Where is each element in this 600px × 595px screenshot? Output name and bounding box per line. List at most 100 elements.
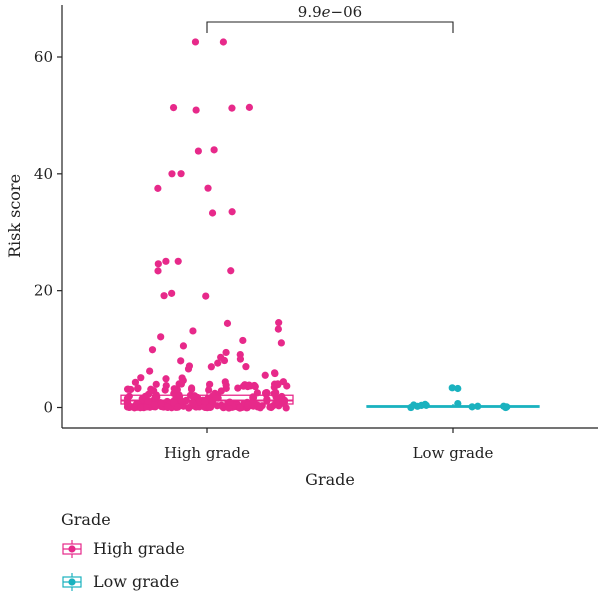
high-grade-point bbox=[174, 403, 182, 411]
high-grade-point bbox=[228, 104, 236, 112]
high-grade-point bbox=[127, 385, 135, 394]
high-grade-point bbox=[228, 208, 236, 216]
high-grade-point bbox=[225, 404, 233, 412]
high-grade-point bbox=[136, 404, 144, 412]
low-grade-point bbox=[474, 402, 482, 410]
y-axis-title: Risk score bbox=[5, 174, 24, 258]
high-grade-point bbox=[219, 404, 228, 412]
high-grade-point bbox=[271, 369, 279, 378]
high-grade-point bbox=[185, 404, 193, 412]
y-tick-label: 0 bbox=[43, 399, 53, 417]
high-grade-point bbox=[256, 404, 264, 412]
low-grade-point bbox=[448, 384, 456, 392]
legend-key-dot bbox=[68, 578, 76, 586]
high-grade-point bbox=[274, 380, 282, 388]
y-tick-label: 40 bbox=[34, 165, 53, 183]
high-grade-point bbox=[263, 397, 271, 405]
p-value-exp: e bbox=[322, 3, 331, 21]
high-grade-point bbox=[177, 357, 185, 365]
p-value-text: 9.9e−06 bbox=[298, 3, 362, 21]
high-grade-point bbox=[236, 355, 245, 363]
p-value-annotation: 9.9e−06 bbox=[206, 3, 454, 33]
high-grade-point bbox=[277, 339, 285, 347]
high-grade-point bbox=[242, 363, 250, 371]
high-grade-point bbox=[267, 403, 275, 412]
high-grade-point bbox=[206, 380, 214, 388]
high-grade-point bbox=[170, 398, 178, 406]
legend-title: Grade bbox=[61, 510, 111, 529]
high-grade-point bbox=[214, 394, 222, 402]
high-grade-point bbox=[131, 378, 140, 386]
axes bbox=[61, 5, 598, 429]
high-grade-point bbox=[148, 346, 157, 354]
high-grade-point bbox=[226, 398, 234, 406]
high-grade-point bbox=[160, 292, 168, 300]
high-grade-point bbox=[278, 392, 286, 401]
legend-label: Low grade bbox=[93, 572, 179, 591]
high-grade-point bbox=[272, 398, 280, 407]
high-grade-point bbox=[151, 392, 160, 401]
high-grade-point bbox=[184, 365, 193, 373]
high-grade-point bbox=[200, 403, 208, 411]
high-grade-point bbox=[244, 401, 252, 409]
x-tick-label: Low grade bbox=[413, 444, 494, 462]
y-tick-label: 20 bbox=[34, 282, 53, 300]
high-grade-point bbox=[223, 319, 232, 327]
high-grade-point bbox=[214, 359, 222, 367]
high-grade-point bbox=[177, 170, 185, 178]
x-tick-label: High grade bbox=[164, 444, 250, 462]
high-grade-point bbox=[261, 371, 269, 379]
high-grade-point bbox=[190, 392, 199, 400]
high-grade-point bbox=[150, 401, 159, 409]
high-grade-point bbox=[283, 382, 291, 390]
high-grade-point bbox=[162, 257, 170, 265]
high-grade-point bbox=[272, 393, 280, 401]
high-grade-point bbox=[207, 363, 215, 371]
high-grade-point bbox=[154, 184, 162, 192]
low-grade-point bbox=[454, 399, 462, 408]
high-grade-point bbox=[202, 292, 210, 300]
high-grade-point bbox=[227, 267, 235, 275]
high-grade-point bbox=[245, 103, 253, 111]
low-grade-point bbox=[413, 402, 422, 410]
high-grade-point bbox=[241, 381, 249, 389]
high-grade-point bbox=[157, 333, 165, 341]
high-grade-point bbox=[170, 389, 178, 398]
high-grade-point bbox=[239, 336, 247, 345]
high-grade-point bbox=[222, 381, 230, 389]
high-grade-point bbox=[209, 397, 217, 406]
high-grade-point bbox=[191, 38, 200, 46]
high-grade-point bbox=[179, 342, 188, 350]
high-grade-point bbox=[204, 184, 212, 192]
high-grade-point bbox=[194, 147, 202, 155]
high-grade-point bbox=[154, 260, 162, 268]
high-grade-point bbox=[210, 146, 218, 154]
high-grade-point bbox=[164, 403, 172, 411]
high-grade-point bbox=[134, 384, 142, 392]
high-grade-point bbox=[174, 257, 182, 265]
high-grade-point bbox=[130, 404, 139, 412]
high-grade-point bbox=[162, 375, 170, 383]
x-axis-title: Grade bbox=[305, 470, 355, 489]
legend-key-dot bbox=[68, 545, 76, 553]
high-grade-point bbox=[205, 386, 213, 394]
legend-entry-high-grade: High grade bbox=[61, 539, 185, 558]
high-grade-point bbox=[201, 397, 209, 406]
high-grade-point bbox=[178, 397, 186, 405]
high-grade-point bbox=[222, 348, 230, 357]
high-grade-point bbox=[125, 392, 133, 400]
high-grade-point bbox=[236, 404, 244, 412]
high-grade-point bbox=[219, 38, 227, 46]
y-tick-label: 60 bbox=[34, 48, 53, 66]
high-grade-point bbox=[274, 325, 282, 333]
high-grade-point bbox=[161, 386, 169, 394]
high-grade-point bbox=[205, 403, 214, 411]
high-grade-point bbox=[275, 319, 283, 327]
high-grade-point bbox=[157, 400, 165, 408]
low-grade-point bbox=[468, 403, 476, 411]
x-ticks: High grade Low grade bbox=[164, 428, 494, 462]
high-grade-point bbox=[187, 385, 196, 393]
p-value-bracket bbox=[206, 21, 454, 33]
p-value-prefix: 9.9 bbox=[298, 3, 322, 21]
